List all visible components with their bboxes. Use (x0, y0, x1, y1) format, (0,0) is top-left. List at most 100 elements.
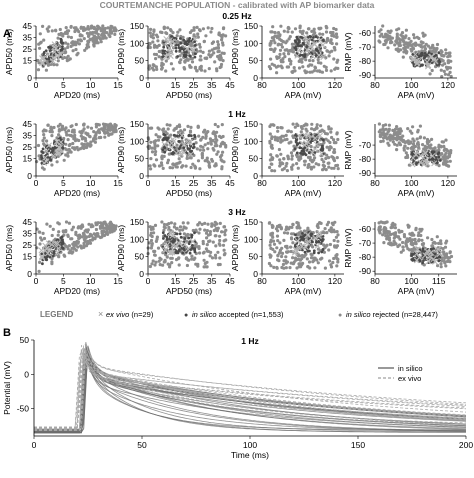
ex-vivo-point (302, 140, 309, 147)
x-tick-label: 0 (146, 178, 151, 188)
y-tick-label: 45 (23, 119, 33, 129)
ex-vivo-point (185, 246, 192, 253)
rejected-point (199, 144, 203, 148)
rejected-point (268, 47, 273, 51)
ex-vivo-points (38, 41, 65, 67)
rejected-point (318, 48, 322, 52)
rejected-point (203, 69, 207, 73)
accepted-point (303, 250, 307, 254)
rejected-point (387, 238, 392, 242)
rejected-point (94, 29, 99, 33)
rejected-point (94, 137, 98, 141)
rejected-point (216, 125, 220, 129)
x-tick-label: 35 (207, 80, 217, 90)
rejected-point (329, 40, 333, 44)
rejected-point (302, 124, 306, 128)
rejected-point (285, 250, 289, 254)
rejected-point (89, 225, 93, 229)
rejected-point (276, 126, 280, 130)
x-tick-label: 80 (370, 80, 380, 90)
rejected-point (221, 150, 225, 154)
rejected-point (391, 140, 395, 144)
accepted-point (45, 258, 49, 262)
rejected-point (269, 153, 273, 157)
rejected-point (306, 165, 310, 169)
rejected-point (67, 129, 71, 133)
rejected-point (150, 146, 154, 150)
accepted-point (188, 54, 191, 58)
rejected-point (269, 233, 273, 237)
accepted-point (309, 233, 313, 237)
ex-vivo-point (417, 159, 424, 166)
rejected-point (89, 140, 93, 144)
rejected-point (446, 73, 451, 77)
rejected-point (326, 220, 331, 224)
rejected-point (54, 28, 58, 32)
legend: LEGEND × ex vivo (n=29) ● in silico acce… (40, 309, 438, 319)
rejected-point (290, 165, 294, 169)
rejected-point (221, 134, 225, 139)
rejected-point (210, 224, 214, 228)
rejected-point (282, 259, 286, 263)
x-tick-label: 10 (86, 178, 96, 188)
rejected-point (64, 130, 68, 134)
y-tick-label: 50 (249, 252, 259, 262)
rejected-point (196, 125, 200, 129)
rejected-point (201, 27, 205, 31)
x-tick-label: 80 (257, 80, 267, 90)
rejected-point (336, 167, 340, 171)
accepted-point (422, 259, 425, 262)
rejected-point (216, 43, 220, 47)
rejected-point (177, 157, 181, 161)
accepted-point (318, 43, 322, 47)
rejected-point (92, 43, 96, 47)
rejected-point (386, 46, 390, 50)
rejected-point (199, 54, 203, 58)
ex-vivo-point (304, 132, 311, 139)
rejected-point (332, 238, 336, 243)
rejected-point (164, 69, 168, 73)
rejected-point (398, 43, 402, 48)
rejected-point (402, 39, 406, 44)
accepted-point (296, 142, 300, 145)
rejected-point (414, 240, 418, 244)
y-tick-label: -60 (359, 28, 372, 38)
rejected-point (282, 238, 286, 242)
accepted-point (193, 248, 197, 252)
rejected-point (329, 229, 333, 233)
rejected-point (205, 243, 209, 247)
rejected-point (396, 244, 400, 249)
y-tick-label: -90 (359, 70, 372, 80)
rejected-point (379, 220, 383, 224)
rejected-point (412, 139, 416, 143)
rejected-point (216, 226, 220, 230)
rejected-point (308, 63, 312, 67)
rejected-point (424, 42, 428, 46)
y-tick-label: 100 (130, 136, 144, 146)
rejected-point (273, 34, 277, 38)
rejected-point (64, 26, 68, 30)
y-tick-label: 0 (139, 171, 144, 181)
x-axis-label: APD50 (ms) (166, 188, 212, 198)
rejected-point (286, 155, 290, 159)
rejected-point (335, 156, 339, 160)
ex-vivo-point (315, 233, 322, 240)
rejected-point (398, 38, 402, 42)
rejected-point (195, 147, 199, 151)
ex-vivo-point (431, 56, 437, 63)
y-tick-label: 100 (244, 234, 258, 244)
rejected-point (329, 127, 333, 131)
rejected-point (295, 257, 299, 262)
rejected-point (307, 162, 311, 167)
rejected-point (289, 245, 293, 249)
ex-vivo-point (316, 52, 322, 59)
rejected-point (217, 33, 222, 37)
accepted-point (49, 45, 53, 49)
x-axis-label: Time (ms) (231, 450, 269, 460)
accepted-point (179, 41, 183, 45)
rejected-point (430, 137, 434, 141)
legend-ex-vivo-text: ex vivo (398, 374, 421, 383)
rejected-point (209, 30, 213, 34)
rejected-point (150, 243, 154, 248)
